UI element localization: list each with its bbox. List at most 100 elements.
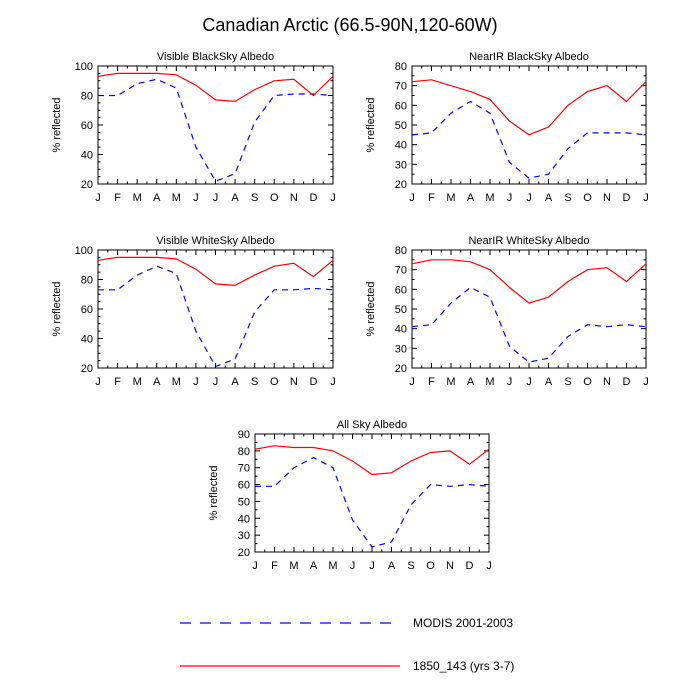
- x-tick-label: J: [507, 192, 513, 204]
- x-tick-label: M: [485, 376, 494, 388]
- x-tick-label: O: [270, 376, 279, 388]
- x-tick-label: N: [603, 192, 611, 204]
- y-axis-label: % reflected: [365, 281, 377, 336]
- y-axis-label: % reflected: [51, 97, 63, 152]
- series-line-model: [97, 72, 334, 103]
- x-tick-label: S: [251, 192, 258, 204]
- x-tick-label: J: [213, 192, 219, 204]
- plot-frame: [97, 249, 334, 369]
- y-tick-label: 30: [395, 159, 407, 171]
- y-axis-label: % reflected: [51, 281, 63, 336]
- x-tick-label: N: [290, 376, 298, 388]
- x-tick-label: M: [485, 192, 494, 204]
- x-tick-label: M: [133, 376, 142, 388]
- series-line-modis: [98, 78, 334, 182]
- y-tick-label: 70: [395, 265, 407, 277]
- y-tick-label: 20: [395, 363, 407, 375]
- y-tick-label: 20: [81, 363, 93, 375]
- x-tick-label: N: [290, 192, 298, 204]
- x-tick-label: D: [309, 192, 317, 204]
- x-tick-label: J: [95, 192, 101, 204]
- panel-title: Visible BlackSky Albedo: [157, 51, 274, 63]
- x-tick-label: M: [172, 376, 181, 388]
- x-tick-label: J: [193, 192, 199, 204]
- x-tick-label: F: [114, 376, 121, 388]
- series-line-modis: [98, 265, 334, 368]
- x-tick-label: M: [446, 376, 455, 388]
- y-tick-label: 80: [81, 275, 93, 287]
- figure-title: Canadian Arctic (66.5-90N,120-60W): [202, 15, 497, 35]
- y-tick-label: 60: [395, 284, 407, 296]
- x-tick-label: J: [507, 376, 513, 388]
- y-tick-label: 30: [238, 530, 250, 542]
- x-tick-label: A: [231, 192, 239, 204]
- x-tick-label: A: [153, 192, 161, 204]
- series-line-model: [411, 259, 647, 304]
- x-tick-label: J: [409, 376, 415, 388]
- y-tick-label: 60: [395, 100, 407, 112]
- series-line-model: [97, 256, 334, 287]
- x-tick-label: A: [310, 560, 318, 572]
- y-tick-label: 70: [395, 81, 407, 93]
- x-tick-label: J: [486, 560, 492, 572]
- x-tick-label: J: [330, 376, 336, 388]
- series-line-modis: [411, 286, 647, 363]
- y-tick-label: 40: [81, 334, 93, 346]
- y-tick-label: 50: [238, 496, 250, 508]
- x-tick-label: A: [545, 192, 553, 204]
- x-tick-label: M: [446, 192, 455, 204]
- y-tick-label: 50: [395, 304, 407, 316]
- y-tick-label: 20: [238, 547, 250, 559]
- x-tick-label: A: [467, 192, 475, 204]
- y-tick-label: 90: [238, 429, 250, 441]
- x-tick-label: J: [409, 192, 415, 204]
- y-tick-label: 60: [81, 304, 93, 316]
- series-line-model: [254, 445, 490, 476]
- y-tick-label: 100: [75, 245, 93, 257]
- x-tick-label: A: [153, 376, 161, 388]
- y-tick-label: 100: [75, 61, 93, 73]
- x-tick-label: M: [172, 192, 181, 204]
- x-tick-label: A: [545, 376, 553, 388]
- x-tick-label: F: [114, 192, 121, 204]
- x-tick-label: J: [643, 192, 649, 204]
- y-tick-label: 80: [81, 91, 93, 103]
- x-tick-label: M: [289, 560, 298, 572]
- y-axis-label: % reflected: [365, 97, 377, 152]
- y-tick-label: 80: [238, 446, 250, 458]
- x-tick-label: O: [583, 192, 592, 204]
- y-tick-label: 20: [81, 179, 93, 191]
- x-tick-label: D: [623, 192, 631, 204]
- plot-frame: [411, 249, 647, 369]
- x-tick-label: J: [350, 560, 356, 572]
- y-tick-label: 40: [395, 324, 407, 336]
- x-tick-label: J: [643, 376, 649, 388]
- x-tick-label: S: [564, 192, 571, 204]
- x-tick-label: J: [193, 376, 199, 388]
- y-tick-label: 40: [395, 140, 407, 152]
- panel-title: All Sky Albedo: [337, 419, 407, 431]
- x-tick-label: J: [95, 376, 101, 388]
- x-tick-label: D: [466, 560, 474, 572]
- x-tick-label: J: [369, 560, 375, 572]
- x-tick-label: N: [446, 560, 454, 572]
- y-tick-label: 50: [395, 120, 407, 132]
- y-tick-label: 20: [395, 179, 407, 191]
- y-tick-label: 60: [238, 480, 250, 492]
- x-tick-label: S: [251, 376, 258, 388]
- legend-label: MODIS 2001-2003: [413, 616, 513, 630]
- x-tick-label: M: [328, 560, 337, 572]
- x-tick-label: J: [330, 192, 336, 204]
- x-tick-label: N: [603, 376, 611, 388]
- legend: MODIS 2001-2003 1850_143 (yrs 3-7): [180, 616, 514, 673]
- y-tick-label: 60: [81, 120, 93, 132]
- y-tick-label: 40: [238, 513, 250, 525]
- x-tick-label: A: [388, 560, 396, 572]
- panel-title: Visible WhiteSky Albedo: [156, 235, 274, 247]
